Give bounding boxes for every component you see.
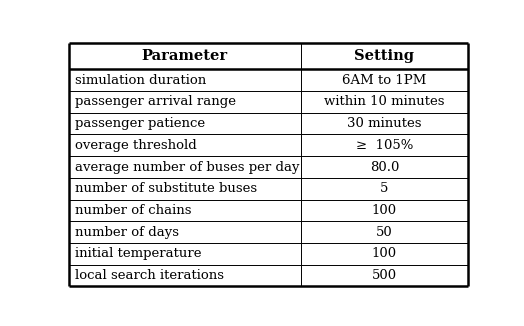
- Text: Setting: Setting: [354, 49, 414, 63]
- Text: local search iterations: local search iterations: [75, 269, 224, 282]
- Text: number of substitute buses: number of substitute buses: [75, 182, 257, 195]
- Text: 6AM to 1PM: 6AM to 1PM: [342, 74, 427, 87]
- Text: 100: 100: [372, 247, 397, 260]
- Text: within 10 minutes: within 10 minutes: [324, 96, 445, 109]
- Text: 5: 5: [380, 182, 389, 195]
- Text: Parameter: Parameter: [141, 49, 228, 63]
- Text: number of days: number of days: [75, 226, 179, 239]
- Text: passenger arrival range: passenger arrival range: [75, 96, 236, 109]
- Text: 100: 100: [372, 204, 397, 217]
- Text: number of chains: number of chains: [75, 204, 191, 217]
- Text: overage threshold: overage threshold: [75, 139, 196, 152]
- Text: average number of buses per day: average number of buses per day: [75, 160, 299, 173]
- Text: passenger patience: passenger patience: [75, 117, 205, 130]
- Text: 50: 50: [376, 226, 393, 239]
- Text: 500: 500: [372, 269, 397, 282]
- Text: initial temperature: initial temperature: [75, 247, 201, 260]
- Text: 80.0: 80.0: [370, 160, 399, 173]
- Text: simulation duration: simulation duration: [75, 74, 206, 87]
- Text: ≥  105%: ≥ 105%: [356, 139, 413, 152]
- Text: 30 minutes: 30 minutes: [347, 117, 422, 130]
